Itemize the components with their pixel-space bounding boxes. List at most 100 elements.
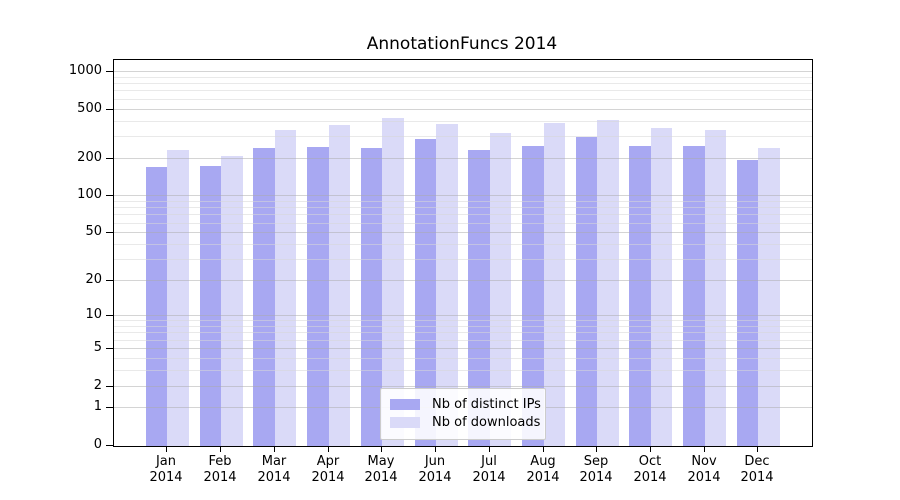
bar-distinct-ips-jan-2014	[145, 166, 168, 446]
bar-distinct-ips-mar-2014	[253, 147, 275, 446]
bar-distinct-ips-aug-2014	[522, 146, 544, 446]
major-gridline	[114, 315, 812, 317]
minor-gridline	[114, 98, 812, 100]
y-tick-label: 20	[85, 272, 102, 287]
minor-gridline	[114, 326, 812, 328]
minor-gridline	[114, 244, 812, 246]
plot-area	[113, 59, 813, 447]
minor-gridline	[114, 200, 812, 202]
x-tick-label: Nov 2014	[687, 454, 721, 485]
legend-swatch-downloads	[390, 417, 420, 428]
bar-downloads-mar-2014	[274, 129, 297, 446]
x-tick-label: Feb 2014	[203, 454, 237, 485]
x-tick-label: Mar 2014	[257, 454, 291, 485]
y-tick-mark	[106, 158, 113, 159]
x-tick-mark	[596, 446, 597, 452]
x-tick-mark	[650, 446, 651, 452]
minor-gridline	[114, 136, 812, 138]
bar-downloads-apr-2014	[328, 124, 351, 446]
x-tick-mark	[274, 446, 275, 452]
y-tick-mark	[106, 195, 113, 196]
bar-downloads-may-2014	[382, 118, 404, 446]
x-tick-label: Aug 2014	[526, 454, 560, 485]
major-gridline	[114, 108, 812, 110]
y-tick-mark	[106, 71, 113, 72]
bar-distinct-ips-oct-2014	[629, 145, 651, 446]
bar-downloads-feb-2014	[221, 156, 243, 446]
x-tick-mark	[328, 446, 329, 452]
minor-gridline	[114, 76, 812, 78]
minor-gridline	[114, 339, 812, 341]
legend-item-distinct-ips: Nb of distinct IPs	[390, 397, 541, 412]
x-tick-label: Apr 2014	[311, 454, 345, 485]
bar-downloads-aug-2014	[543, 122, 565, 446]
bar-distinct-ips-dec-2014	[736, 159, 759, 446]
legend-label-distinct-ips: Nb of distinct IPs	[432, 397, 541, 412]
bar-distinct-ips-sep-2014	[575, 137, 598, 446]
minor-gridline	[114, 207, 812, 209]
minor-gridline	[114, 222, 812, 224]
major-gridline	[114, 71, 812, 73]
bar-downloads-jul-2014	[489, 133, 512, 446]
y-tick-label: 10	[85, 307, 102, 322]
major-gridline	[114, 157, 812, 159]
minor-gridline	[114, 83, 812, 85]
y-tick-label: 2	[93, 378, 102, 393]
bar-downloads-nov-2014	[704, 129, 727, 446]
y-tick-label: 50	[85, 224, 102, 239]
y-tick-label: 1000	[68, 63, 102, 78]
y-tick-label: 100	[77, 187, 102, 202]
y-tick-label: 200	[77, 150, 102, 165]
bar-downloads-jan-2014	[167, 150, 189, 446]
minor-gridline	[114, 320, 812, 322]
legend: Nb of distinct IPs Nb of downloads	[380, 388, 546, 440]
chart-title: AnnotationFuncs 2014	[366, 34, 558, 54]
y-tick-mark	[106, 445, 113, 446]
legend-label-downloads: Nb of downloads	[432, 415, 541, 430]
x-tick-mark	[381, 446, 382, 452]
major-gridline	[114, 195, 812, 197]
minor-gridline	[114, 259, 812, 261]
x-tick-mark	[489, 446, 490, 452]
major-gridline	[114, 385, 812, 387]
x-tick-mark	[220, 446, 221, 452]
x-tick-mark	[543, 446, 544, 452]
bar-downloads-jun-2014	[436, 124, 458, 446]
x-tick-mark	[757, 446, 758, 452]
y-tick-mark	[106, 315, 113, 316]
bar-downloads-sep-2014	[597, 119, 619, 446]
minor-gridline	[114, 357, 812, 359]
bar-distinct-ips-nov-2014	[683, 145, 705, 446]
y-tick-label: 1	[93, 399, 102, 414]
major-gridline	[114, 280, 812, 282]
y-tick-label: 5	[93, 340, 102, 355]
y-tick-label: 0	[93, 437, 102, 452]
legend-swatch-distinct-ips	[390, 399, 420, 410]
x-tick-label: Jul 2014	[472, 454, 506, 485]
x-tick-label: May 2014	[364, 454, 398, 485]
bar-distinct-ips-feb-2014	[199, 166, 222, 446]
x-tick-label: Jan 2014	[149, 454, 183, 485]
minor-gridline	[114, 369, 812, 371]
x-tick-label: Jun 2014	[418, 454, 452, 485]
minor-gridline	[114, 120, 812, 122]
x-tick-label: Sep 2014	[579, 454, 613, 485]
x-tick-label: Dec 2014	[740, 454, 774, 485]
bar-distinct-ips-jul-2014	[468, 150, 490, 446]
bar-downloads-dec-2014	[758, 147, 780, 446]
y-tick-label: 500	[77, 101, 102, 116]
y-tick-mark	[106, 232, 113, 233]
x-tick-mark	[435, 446, 436, 452]
x-tick-label: Oct 2014	[633, 454, 667, 485]
minor-gridline	[114, 214, 812, 216]
minor-gridline	[114, 332, 812, 334]
x-tick-mark	[166, 446, 167, 452]
y-tick-mark	[106, 407, 113, 408]
y-tick-mark	[106, 280, 113, 281]
minor-gridline	[114, 90, 812, 92]
y-tick-mark	[106, 386, 113, 387]
x-tick-mark	[704, 446, 705, 452]
legend-item-downloads: Nb of downloads	[390, 415, 540, 430]
major-gridline	[114, 232, 812, 234]
